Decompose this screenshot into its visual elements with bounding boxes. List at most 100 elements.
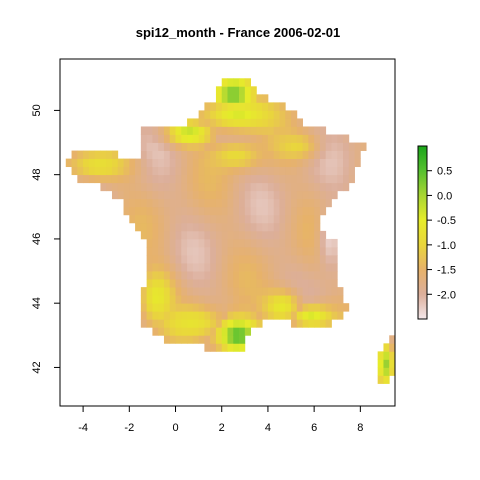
map-cell — [210, 110, 217, 119]
map-cell — [250, 126, 257, 135]
map-cell — [158, 206, 165, 216]
map-cell — [319, 263, 327, 272]
map-cell — [239, 230, 246, 240]
map-cell — [192, 150, 200, 159]
map-cell — [158, 166, 165, 176]
map-cell — [192, 303, 200, 312]
map-cell — [239, 86, 246, 95]
map-cell — [204, 118, 211, 127]
map-cell — [215, 166, 223, 176]
map-cell — [163, 134, 171, 143]
map-cell — [239, 190, 246, 200]
map-cell — [227, 214, 234, 224]
map-cell — [308, 238, 315, 248]
map-cell — [140, 319, 148, 328]
map-cell — [279, 102, 286, 111]
map-cell — [279, 198, 286, 208]
map-cell — [377, 351, 384, 360]
map-cell — [169, 319, 176, 328]
map-cell — [285, 230, 292, 240]
map-cell — [250, 150, 257, 159]
map-cell — [302, 254, 309, 264]
map-cell — [285, 190, 292, 200]
map-cell — [221, 142, 228, 151]
map-cell — [181, 182, 188, 192]
map-cell — [215, 110, 223, 119]
map-cell — [140, 311, 148, 320]
map-cell — [187, 263, 194, 272]
map-cell — [221, 343, 228, 352]
map-cell — [227, 303, 234, 312]
map-cell — [291, 279, 298, 288]
map-cell — [256, 295, 263, 304]
map-cell — [337, 158, 344, 168]
map-cell — [244, 174, 252, 184]
map-cell — [343, 158, 350, 168]
map-cell — [129, 174, 136, 184]
map-cell — [331, 279, 338, 288]
map-cell — [94, 166, 101, 176]
map-cell — [331, 150, 338, 159]
map-cell — [302, 230, 309, 240]
map-cell — [227, 86, 234, 95]
map-cell — [117, 166, 124, 176]
map-cell — [244, 78, 252, 87]
map-cell — [273, 150, 280, 159]
map-cell — [152, 222, 159, 232]
map-cell — [198, 327, 205, 336]
map-cell — [314, 198, 321, 208]
map-cell — [175, 166, 182, 176]
map-cell — [221, 287, 228, 296]
map-cell — [308, 150, 315, 159]
map-cell — [204, 134, 211, 143]
map-cell — [158, 190, 165, 200]
map-cell — [181, 166, 188, 176]
map-cell — [83, 158, 90, 168]
map-cell — [383, 351, 390, 360]
legend-tick-label: -0.5 — [437, 215, 456, 227]
x-tick-label: 4 — [265, 422, 271, 434]
map-cell — [296, 279, 303, 288]
map-cell — [239, 343, 246, 352]
map-cell — [308, 254, 315, 264]
map-cell — [158, 254, 165, 264]
map-cell — [169, 335, 176, 344]
map-cell — [192, 174, 200, 184]
x-tick-label: 2 — [219, 422, 225, 434]
map-cell — [319, 319, 327, 328]
map-cell — [181, 327, 188, 336]
map-cell — [77, 166, 84, 176]
map-cell — [267, 263, 275, 272]
map-cell — [227, 126, 234, 135]
map-cell — [210, 263, 217, 272]
map-cell — [325, 166, 332, 176]
map-cell — [343, 150, 350, 159]
map-cell — [215, 343, 223, 352]
map-cell — [210, 150, 217, 159]
map-cell — [198, 190, 205, 200]
map-cell — [244, 134, 252, 143]
map-cell — [314, 230, 321, 240]
map-cell — [221, 222, 228, 232]
map-cell — [187, 126, 194, 135]
map-cell — [198, 279, 205, 288]
map-cell — [348, 142, 355, 151]
map-cell — [256, 246, 263, 256]
map-cell — [285, 174, 292, 184]
map-cell — [146, 303, 153, 312]
map-cell — [204, 142, 211, 151]
map-cell — [343, 303, 350, 312]
map-cell — [285, 254, 292, 264]
map-cell — [267, 222, 275, 232]
map-cell — [210, 327, 217, 336]
map-cell — [71, 166, 78, 176]
map-cell — [262, 150, 269, 159]
map-cell — [175, 271, 182, 280]
map-cell — [227, 287, 234, 296]
map-cell — [285, 295, 292, 304]
map-cell — [181, 214, 188, 224]
map-cell — [187, 279, 194, 288]
map-cell — [192, 198, 200, 208]
map-cell — [331, 158, 338, 168]
map-cell — [169, 222, 176, 232]
